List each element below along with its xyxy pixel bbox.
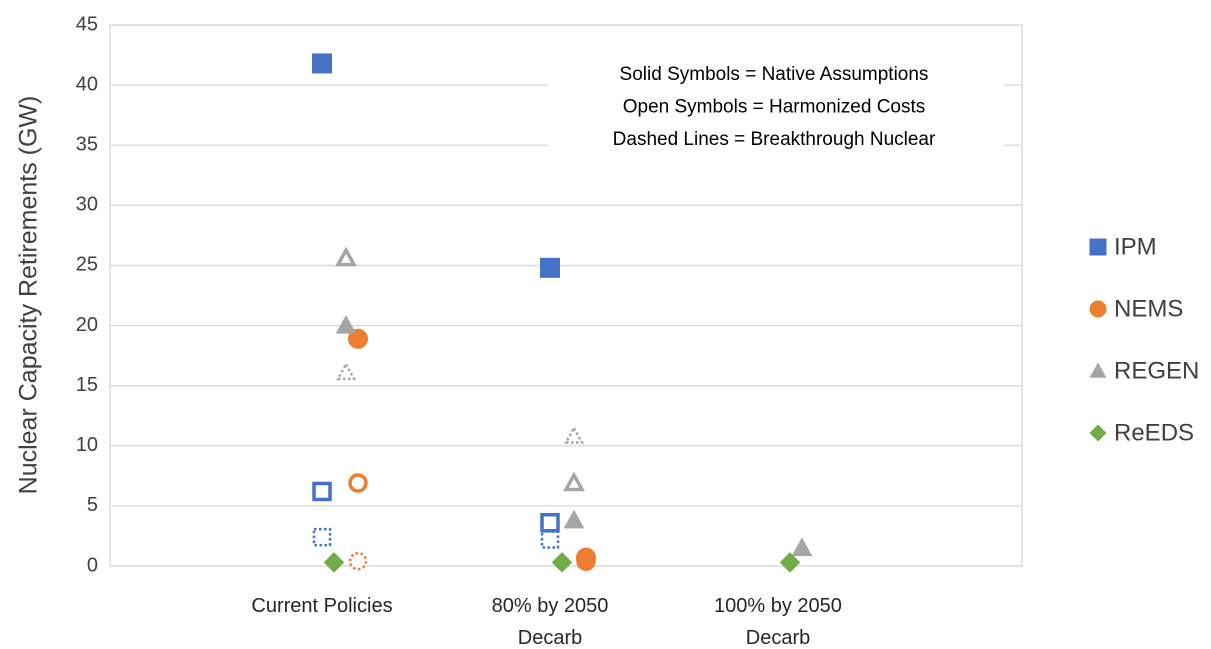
annotation-box [548, 52, 1004, 166]
marker [791, 537, 813, 557]
y-tick-label: 10 [76, 434, 98, 456]
marker [576, 547, 596, 568]
marker [348, 551, 368, 571]
marker [540, 530, 560, 549]
marker [563, 509, 585, 529]
annotation-text: Solid Symbols = Native Assumptions [620, 64, 929, 85]
annotation-text: Open Symbols = Harmonized Costs [623, 97, 926, 118]
x-tick-label: 80% by 2050 Decarb [491, 595, 609, 649]
marker [335, 315, 357, 334]
marker [540, 512, 560, 533]
y-tick-label: 35 [76, 134, 98, 156]
marker [348, 328, 368, 349]
y-tick-label: 30 [76, 194, 98, 216]
marker [323, 552, 345, 573]
y-tick-label: 15 [76, 374, 98, 396]
legend-label: ReEDS [1114, 419, 1194, 446]
legend-marker [1089, 238, 1107, 256]
x-tick-label: 100% by 2050 Decarb [714, 595, 842, 649]
marker [779, 552, 801, 573]
legend-label: IPM [1114, 233, 1157, 260]
marker [563, 425, 585, 444]
marker [563, 471, 585, 492]
marker [335, 361, 357, 381]
marker [335, 246, 357, 267]
marker [312, 53, 332, 74]
legend-marker [1089, 362, 1107, 378]
y-tick-label: 25 [76, 254, 98, 276]
marker [348, 473, 368, 493]
legend-marker [1089, 424, 1107, 442]
annotation-text: Dashed Lines = Breakthrough Nuclear [613, 129, 936, 150]
y-tick-label: 20 [76, 314, 98, 336]
x-tick-label: Current Policies [251, 595, 393, 617]
y-axis-label: Nuclear Capacity Retirements (GW) [15, 96, 43, 495]
marker [540, 257, 560, 278]
y-tick-label: 5 [87, 494, 98, 516]
y-tick-label: 40 [76, 73, 98, 95]
y-tick-label: 0 [87, 554, 98, 576]
marker [312, 481, 332, 502]
legend-marker [1089, 300, 1107, 318]
marker [312, 527, 332, 547]
legend-label: NEMS [1114, 295, 1183, 322]
legend-label: REGEN [1114, 357, 1199, 384]
marker [551, 552, 573, 573]
y-tick-label: 45 [76, 13, 98, 35]
